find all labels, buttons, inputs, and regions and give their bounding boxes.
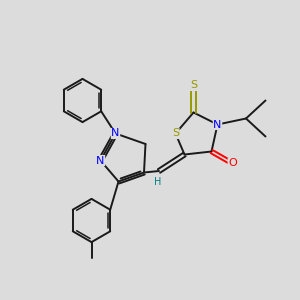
Text: S: S bbox=[190, 80, 197, 91]
Text: N: N bbox=[111, 128, 120, 139]
Text: N: N bbox=[213, 119, 222, 130]
Text: O: O bbox=[228, 158, 237, 169]
Text: H: H bbox=[154, 177, 161, 188]
Text: N: N bbox=[96, 155, 105, 166]
Text: S: S bbox=[172, 128, 179, 139]
